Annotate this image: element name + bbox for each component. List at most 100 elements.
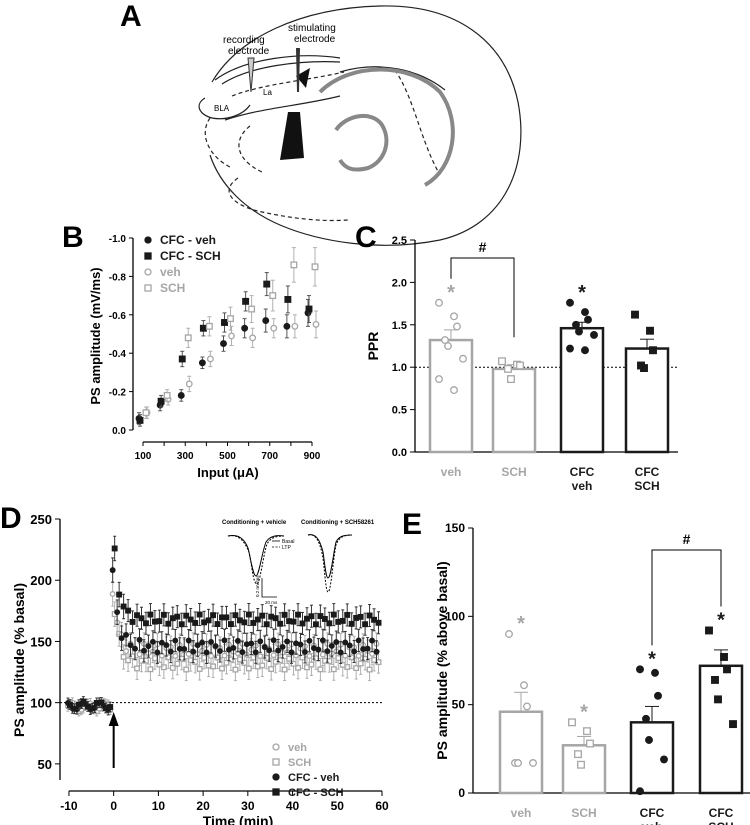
e-dot bbox=[711, 675, 719, 684]
c-y-tick-label: 1.0 bbox=[392, 362, 407, 374]
c-dot bbox=[646, 326, 654, 335]
b-point bbox=[205, 322, 213, 330]
c-significance-bracket bbox=[450, 257, 515, 338]
d-y-tick-label: 250 bbox=[30, 512, 52, 527]
c-category-label: SCH bbox=[501, 465, 526, 479]
d-series-3 bbox=[66, 535, 382, 715]
b-x-tick-label: 900 bbox=[304, 451, 321, 462]
c-dot bbox=[498, 357, 506, 366]
d-point bbox=[107, 704, 114, 710]
d-point bbox=[268, 666, 275, 672]
d-point bbox=[123, 648, 130, 655]
c-y-axis-label: PPR bbox=[365, 332, 381, 361]
d-point bbox=[270, 652, 277, 659]
d-point bbox=[127, 642, 134, 649]
d-point bbox=[342, 639, 349, 646]
d-point bbox=[366, 666, 373, 673]
d-point bbox=[118, 635, 125, 642]
d-point bbox=[232, 612, 239, 619]
d-point bbox=[357, 613, 364, 620]
d-x-tick-label: 60 bbox=[375, 799, 389, 813]
c-dot bbox=[631, 310, 639, 319]
d-point bbox=[279, 643, 286, 650]
stimulating-label-1: stimulating bbox=[288, 23, 336, 34]
d-legend-marker bbox=[272, 743, 280, 751]
b-y-tick-label: -1.0 bbox=[109, 234, 127, 245]
d-point bbox=[230, 644, 237, 651]
b-y-axis-label: PS amplitude (mV/ms) bbox=[88, 267, 103, 404]
b-point bbox=[241, 324, 249, 332]
d-point bbox=[123, 631, 130, 638]
e-category-label: SCH bbox=[708, 820, 733, 825]
d-point bbox=[317, 666, 324, 673]
b-series-1 bbox=[136, 272, 313, 427]
d-point bbox=[172, 637, 179, 644]
c-y-tick-label: 0.5 bbox=[392, 405, 407, 417]
e-category-label: veh bbox=[642, 820, 663, 825]
d-legend-marker bbox=[272, 788, 280, 796]
d-point bbox=[270, 637, 277, 644]
d-point bbox=[109, 591, 116, 597]
d-inset: Conditioning + vehicle Conditioning + SCH… bbox=[222, 520, 375, 605]
e-bar bbox=[698, 664, 744, 795]
d-point bbox=[297, 641, 304, 648]
d-point bbox=[326, 620, 333, 627]
d-point bbox=[136, 651, 143, 658]
d-point bbox=[154, 649, 161, 656]
d-x-tick-label: 30 bbox=[241, 799, 255, 813]
e-star: * bbox=[580, 701, 588, 723]
c-y-tick-label: 0.0 bbox=[392, 447, 407, 459]
d-point bbox=[337, 649, 344, 656]
c-bar bbox=[624, 347, 670, 454]
d-point bbox=[212, 643, 219, 650]
c-dot bbox=[450, 312, 458, 321]
d-point bbox=[141, 647, 147, 654]
c-dot bbox=[566, 298, 574, 307]
d-point bbox=[369, 637, 376, 644]
c-dot bbox=[572, 320, 580, 329]
c-bar-group: SCH bbox=[491, 357, 537, 479]
d-y-tick-label: 200 bbox=[30, 573, 52, 588]
b-point bbox=[177, 391, 185, 399]
c-dot bbox=[459, 354, 467, 363]
c-bracket-label: # bbox=[479, 239, 487, 255]
d-point bbox=[257, 638, 264, 645]
b-y-tick-label: 0.0 bbox=[112, 426, 126, 437]
d-point bbox=[134, 612, 140, 619]
c-dot bbox=[640, 364, 648, 372]
panel-e-ltp-magnitude: E 0 50 100 150 PS amplitude (% above basal) * v… bbox=[402, 508, 750, 825]
recording-electrode bbox=[247, 57, 255, 93]
b-point bbox=[142, 409, 150, 417]
b-point bbox=[283, 322, 291, 330]
c-category-label: veh bbox=[441, 465, 462, 479]
b-point bbox=[270, 324, 278, 332]
e-dot bbox=[660, 755, 668, 764]
d-point bbox=[136, 636, 143, 643]
d-point bbox=[346, 642, 353, 649]
d-x-tick-label: 50 bbox=[331, 799, 345, 813]
la-label: La bbox=[263, 88, 272, 97]
d-point bbox=[342, 652, 349, 659]
d-point bbox=[109, 567, 116, 574]
d-point bbox=[373, 648, 380, 655]
c-star: * bbox=[578, 282, 586, 304]
b-legend-label: veh bbox=[160, 265, 181, 279]
d-point bbox=[319, 651, 326, 658]
e-dot bbox=[645, 736, 653, 744]
d-point bbox=[172, 653, 179, 659]
d-point bbox=[196, 611, 203, 618]
b-point bbox=[242, 297, 250, 305]
b-series-0 bbox=[135, 298, 312, 425]
d-point bbox=[174, 613, 181, 620]
c-dot bbox=[575, 327, 583, 336]
e-dot bbox=[505, 630, 513, 638]
e-significance-bracket bbox=[651, 549, 722, 646]
e-star: * bbox=[648, 648, 656, 670]
e-star: * bbox=[717, 609, 725, 631]
e-dot bbox=[642, 714, 650, 723]
panel-letter-c: C bbox=[355, 221, 377, 254]
d-point bbox=[196, 666, 203, 672]
d-point bbox=[321, 616, 328, 622]
